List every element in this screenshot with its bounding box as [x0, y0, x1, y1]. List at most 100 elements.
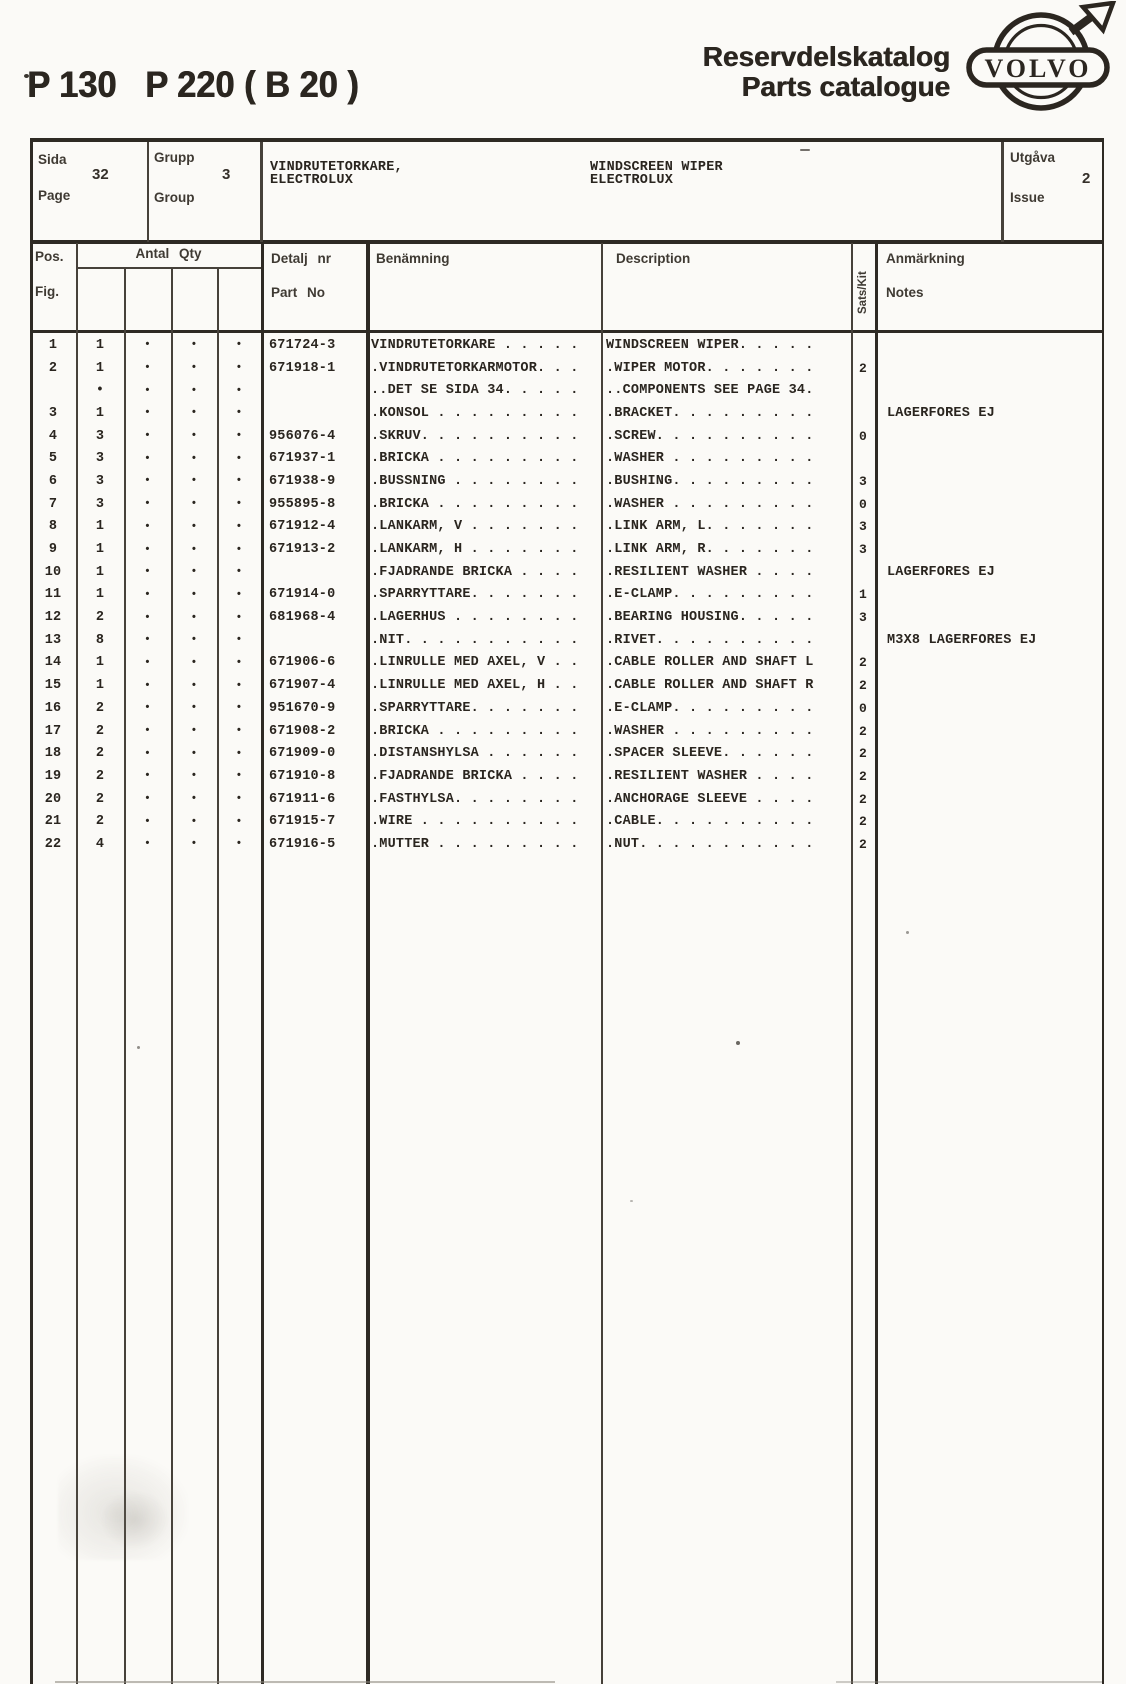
- cell-description: WINDSCREEN WIPER. . . . .: [606, 337, 814, 353]
- cell-pos: 11: [44, 587, 62, 603]
- cell-description: .RIVET. . . . . . . . . .: [606, 632, 814, 648]
- cell-benamning: .LÄNKARM, H . . . . . . .: [371, 542, 579, 558]
- cell-dot: •: [190, 520, 198, 533]
- utgava-label: Utgåva: [1010, 150, 1056, 165]
- cell-dot: •: [190, 725, 198, 738]
- divider-qty-3: [217, 268, 219, 1684]
- page-label: Page: [38, 188, 71, 203]
- cell-dot: •: [235, 702, 243, 715]
- issue-label: Issue: [1010, 190, 1045, 205]
- cell-pos: 12: [44, 610, 62, 626]
- cell-sats: 2: [858, 655, 867, 671]
- cell-pos: 2: [48, 360, 58, 376]
- scan-speck: [800, 149, 810, 151]
- cell-qty: 2: [95, 791, 105, 807]
- cell-qty: 1: [95, 678, 105, 694]
- cell-description: .LINK ARM, R. . . . . . .: [606, 542, 814, 558]
- col-header-part-no: Part No: [271, 285, 326, 300]
- table-row: 13 8 • • • .NIT. . . . . . . . . . . .RIVET. .…: [30, 629, 1102, 652]
- cell-qty: 1: [95, 405, 105, 421]
- cell-pos: 18: [44, 746, 62, 762]
- cell-dot: •: [235, 725, 243, 738]
- section-title-sv-line2: ELECTROLUX: [270, 173, 354, 188]
- cell-description: .CABLE. . . . . . . . . .: [606, 814, 814, 830]
- cell-dot: •: [235, 452, 243, 465]
- divider-qty-part: [261, 243, 264, 1684]
- table-row: 17 2 • • • 671908-2 .BRICKA . . . . . . . . ..…: [30, 720, 1102, 743]
- group-label: Group: [154, 190, 195, 205]
- cell-qty: 2: [95, 610, 105, 626]
- cell-dot: •: [235, 498, 243, 511]
- cell-pos: 16: [44, 700, 62, 716]
- cell-dot: •: [144, 520, 151, 533]
- table-top-border: [30, 138, 1104, 142]
- cell-dot: •: [235, 793, 243, 806]
- cell-pos: 22: [44, 836, 62, 852]
- page-number: 32: [92, 166, 109, 183]
- cell-part-no: 671911-6: [269, 791, 336, 807]
- table-row: 19 2 • • • 671910-8 .FJÄDRANDE BRICKA . . . ..…: [30, 765, 1102, 788]
- cell-benamning: .BRICKA . . . . . . . . .: [371, 723, 579, 739]
- cell-dot: •: [144, 543, 151, 556]
- scan-watermark: [100, 1490, 170, 1550]
- divider-grupp-title: [260, 142, 263, 242]
- iron-mark-arrow-head: [1078, 1, 1117, 35]
- cell-part-no: 671909-0: [269, 746, 336, 762]
- cell-dot: •: [144, 498, 151, 511]
- cell-dot: •: [235, 384, 243, 397]
- table-row: 5 3 • • • 671937-1 .BRICKA . . . . . . . . . .W…: [30, 447, 1102, 470]
- cell-sats: 0: [858, 496, 867, 512]
- cell-qty: 2: [95, 700, 105, 716]
- cell-benamning: .BRICKA . . . . . . . . .: [371, 451, 579, 467]
- cell-dot: •: [144, 362, 151, 375]
- cell-benamning: .LÄNKARM, V . . . . . . .: [371, 519, 579, 535]
- cell-benamning: .LAGERHUS . . . . . . . .: [371, 610, 579, 626]
- divider-description-sats: [851, 243, 853, 1684]
- cell-dot: •: [235, 679, 243, 692]
- cell-dot: •: [190, 793, 198, 806]
- cell-sats: 1: [858, 587, 867, 603]
- cell-dot: •: [235, 475, 243, 488]
- cell-dot: •: [144, 656, 151, 669]
- cell-dot: •: [144, 407, 151, 420]
- cell-dot: •: [190, 815, 198, 828]
- cell-pos: 1: [48, 337, 58, 353]
- cell-dot: •: [235, 634, 243, 647]
- cell-dot: •: [190, 679, 198, 692]
- col-header-fig: Fig.: [35, 284, 59, 299]
- table-row: 20 2 • • • 671911-6 .FÄSTHYLSA. . . . . . . ..…: [30, 788, 1102, 811]
- cell-benamning: .FÄSTHYLSA. . . . . . . .: [371, 791, 579, 807]
- scan-bottom-edge: [55, 1681, 555, 1683]
- page-title: P 130 P 220 ( B 20 ): [27, 64, 359, 105]
- cell-dot: •: [190, 339, 198, 352]
- table-row: 3 1 • • • .KONSOL . . . . . . . . . .BRACKET. …: [30, 402, 1102, 425]
- cell-pos: 8: [48, 519, 58, 535]
- cell-description: .WASHER . . . . . . . . .: [606, 496, 814, 512]
- cell-pos: 21: [44, 814, 62, 830]
- cell-dot: •: [190, 362, 198, 375]
- cell-pos: 5: [48, 451, 58, 467]
- scan-speck: [736, 1041, 740, 1045]
- cell-benamning: .SKRUV. . . . . . . . . .: [371, 428, 579, 444]
- cell-dot: •: [144, 475, 151, 488]
- cell-description: .RESILIENT WASHER . . . .: [606, 768, 814, 784]
- cell-description: .BRACKET. . . . . . . . .: [606, 405, 814, 421]
- cell-benamning: .NIT. . . . . . . . . . .: [371, 632, 579, 648]
- cell-dot: •: [144, 793, 151, 806]
- section-title-en-line1: WINDSCREEN WIPER: [590, 160, 723, 175]
- divider-sida-grupp: [147, 142, 149, 242]
- cell-dot: •: [144, 747, 151, 760]
- scan-speck: [24, 74, 29, 78]
- cell-dot: •: [144, 384, 151, 397]
- cell-dot: •: [235, 407, 243, 420]
- cell-sats: 2: [858, 746, 867, 762]
- divider-sats-anmarkning: [875, 243, 878, 1684]
- cell-sats: 3: [858, 519, 867, 535]
- cell-benamning: .FJÄDRANDE BRICKA . . . .: [371, 564, 579, 580]
- col-header-notes: Notes: [886, 285, 924, 300]
- cell-dot: •: [144, 452, 151, 465]
- cell-part-no: 955895-8: [269, 496, 336, 512]
- table-row: 18 2 • • • 671909-0 .DISTANSHYLSA . . . . . ..…: [30, 742, 1102, 765]
- cell-description: .E-CLAMP. . . . . . . . .: [606, 700, 814, 716]
